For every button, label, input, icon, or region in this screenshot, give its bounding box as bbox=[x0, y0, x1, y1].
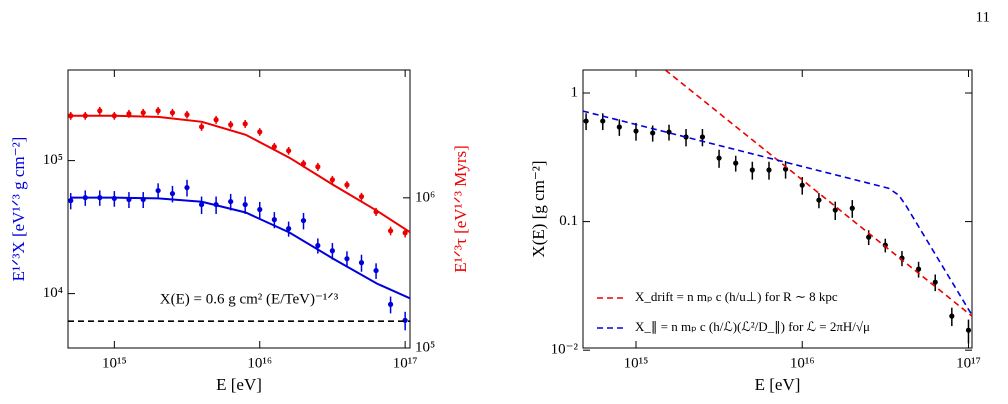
y-tick-label: 10⁴ bbox=[43, 285, 63, 301]
legend-label: X_drift = n mₚ c (h/u⊥) for R ∼ 8 kpc bbox=[635, 289, 838, 304]
data-point bbox=[849, 205, 855, 211]
data-point bbox=[242, 201, 248, 208]
data-point bbox=[915, 266, 922, 272]
data-point bbox=[213, 117, 219, 123]
data-point bbox=[169, 190, 176, 197]
x-axis-label: E [eV] bbox=[755, 375, 801, 394]
data-point bbox=[242, 121, 248, 127]
x-axis-label: E [eV] bbox=[216, 375, 262, 394]
x-tick-label: 10¹⁷ bbox=[393, 355, 418, 371]
data-point bbox=[699, 134, 706, 140]
data-point bbox=[387, 301, 394, 307]
data-point bbox=[257, 206, 263, 213]
data-point bbox=[965, 327, 972, 333]
data-point bbox=[169, 110, 176, 116]
data-point bbox=[344, 256, 350, 262]
data-point bbox=[650, 130, 656, 136]
dashed-line bbox=[583, 110, 972, 316]
page-number: 11 bbox=[976, 9, 990, 25]
data-point bbox=[373, 267, 379, 274]
y-tick-label: 10⁻² bbox=[551, 342, 579, 358]
data-point bbox=[140, 110, 146, 116]
data-point bbox=[816, 197, 822, 203]
data-point bbox=[286, 226, 292, 232]
data-point bbox=[228, 198, 234, 205]
plot-frame bbox=[582, 69, 973, 349]
data-point bbox=[315, 164, 321, 170]
data-point bbox=[949, 313, 955, 319]
data-point bbox=[683, 134, 689, 140]
data-point bbox=[402, 317, 408, 323]
data-point bbox=[155, 187, 161, 194]
y2-axis-label: E¹ᐟ³τ [eV¹ᐟ³ Myrs] bbox=[451, 145, 470, 273]
y-axis-label: X(E) [g cm⁻²] bbox=[529, 160, 548, 257]
x-tick-label: 10¹⁵ bbox=[624, 355, 649, 371]
y-tick-label: 0.1 bbox=[559, 213, 578, 229]
data-point bbox=[766, 167, 772, 173]
data-point bbox=[733, 160, 739, 166]
x-tick-label: 10¹⁷ bbox=[956, 355, 981, 371]
data-point bbox=[228, 122, 234, 128]
y2-tick-label: 10⁵ bbox=[415, 339, 435, 355]
plot-frame bbox=[67, 69, 411, 349]
x-tick-label: 10¹⁵ bbox=[102, 355, 127, 371]
data-point bbox=[126, 111, 132, 117]
data-point bbox=[832, 207, 838, 213]
y-tick-label: 1 bbox=[571, 84, 579, 100]
data-point bbox=[315, 242, 321, 249]
y-axis-label: E¹ᐟ³X [eV¹ᐟ³ g cm⁻²] bbox=[9, 137, 28, 282]
data-point bbox=[184, 184, 190, 191]
legend-label: X_∥ = n mₚ c (h/ℒ)(ℒ²/D_∥) for ℒ = 2πH/√… bbox=[635, 319, 870, 334]
data-point bbox=[600, 118, 606, 124]
data-point bbox=[866, 234, 872, 240]
x-tick-label: 10¹⁶ bbox=[790, 355, 815, 371]
data-point bbox=[782, 166, 789, 172]
y2-tick-label: 10⁶ bbox=[415, 189, 435, 205]
data-point bbox=[198, 124, 205, 130]
x-tick-label: 10¹⁶ bbox=[247, 355, 272, 371]
data-point bbox=[97, 108, 103, 114]
y-tick-label: 10⁵ bbox=[43, 152, 63, 168]
fit-line bbox=[70, 114, 410, 234]
data-point bbox=[633, 128, 639, 134]
annotation: X(E) = 0.6 g cm² (E/TeV)⁻¹ᐟ³ bbox=[160, 291, 339, 307]
data-point bbox=[358, 260, 365, 266]
fit-line bbox=[70, 196, 410, 300]
data-point bbox=[799, 182, 805, 188]
data-point bbox=[358, 193, 365, 200]
data-point bbox=[271, 217, 277, 223]
data-point bbox=[300, 217, 307, 224]
data-point bbox=[286, 148, 292, 154]
data-point bbox=[716, 155, 722, 161]
data-point bbox=[257, 129, 263, 135]
data-point bbox=[68, 198, 74, 204]
data-point bbox=[583, 118, 589, 124]
data-point bbox=[749, 167, 755, 173]
data-point bbox=[402, 230, 408, 236]
data-point bbox=[616, 124, 622, 130]
dashed-line bbox=[664, 70, 972, 317]
data-point bbox=[155, 108, 161, 114]
data-point bbox=[932, 279, 938, 285]
data-point bbox=[184, 112, 190, 118]
data-point bbox=[387, 228, 394, 234]
data-point bbox=[329, 177, 335, 183]
data-point bbox=[329, 248, 335, 254]
data-point bbox=[198, 201, 205, 208]
data-point bbox=[344, 182, 350, 188]
